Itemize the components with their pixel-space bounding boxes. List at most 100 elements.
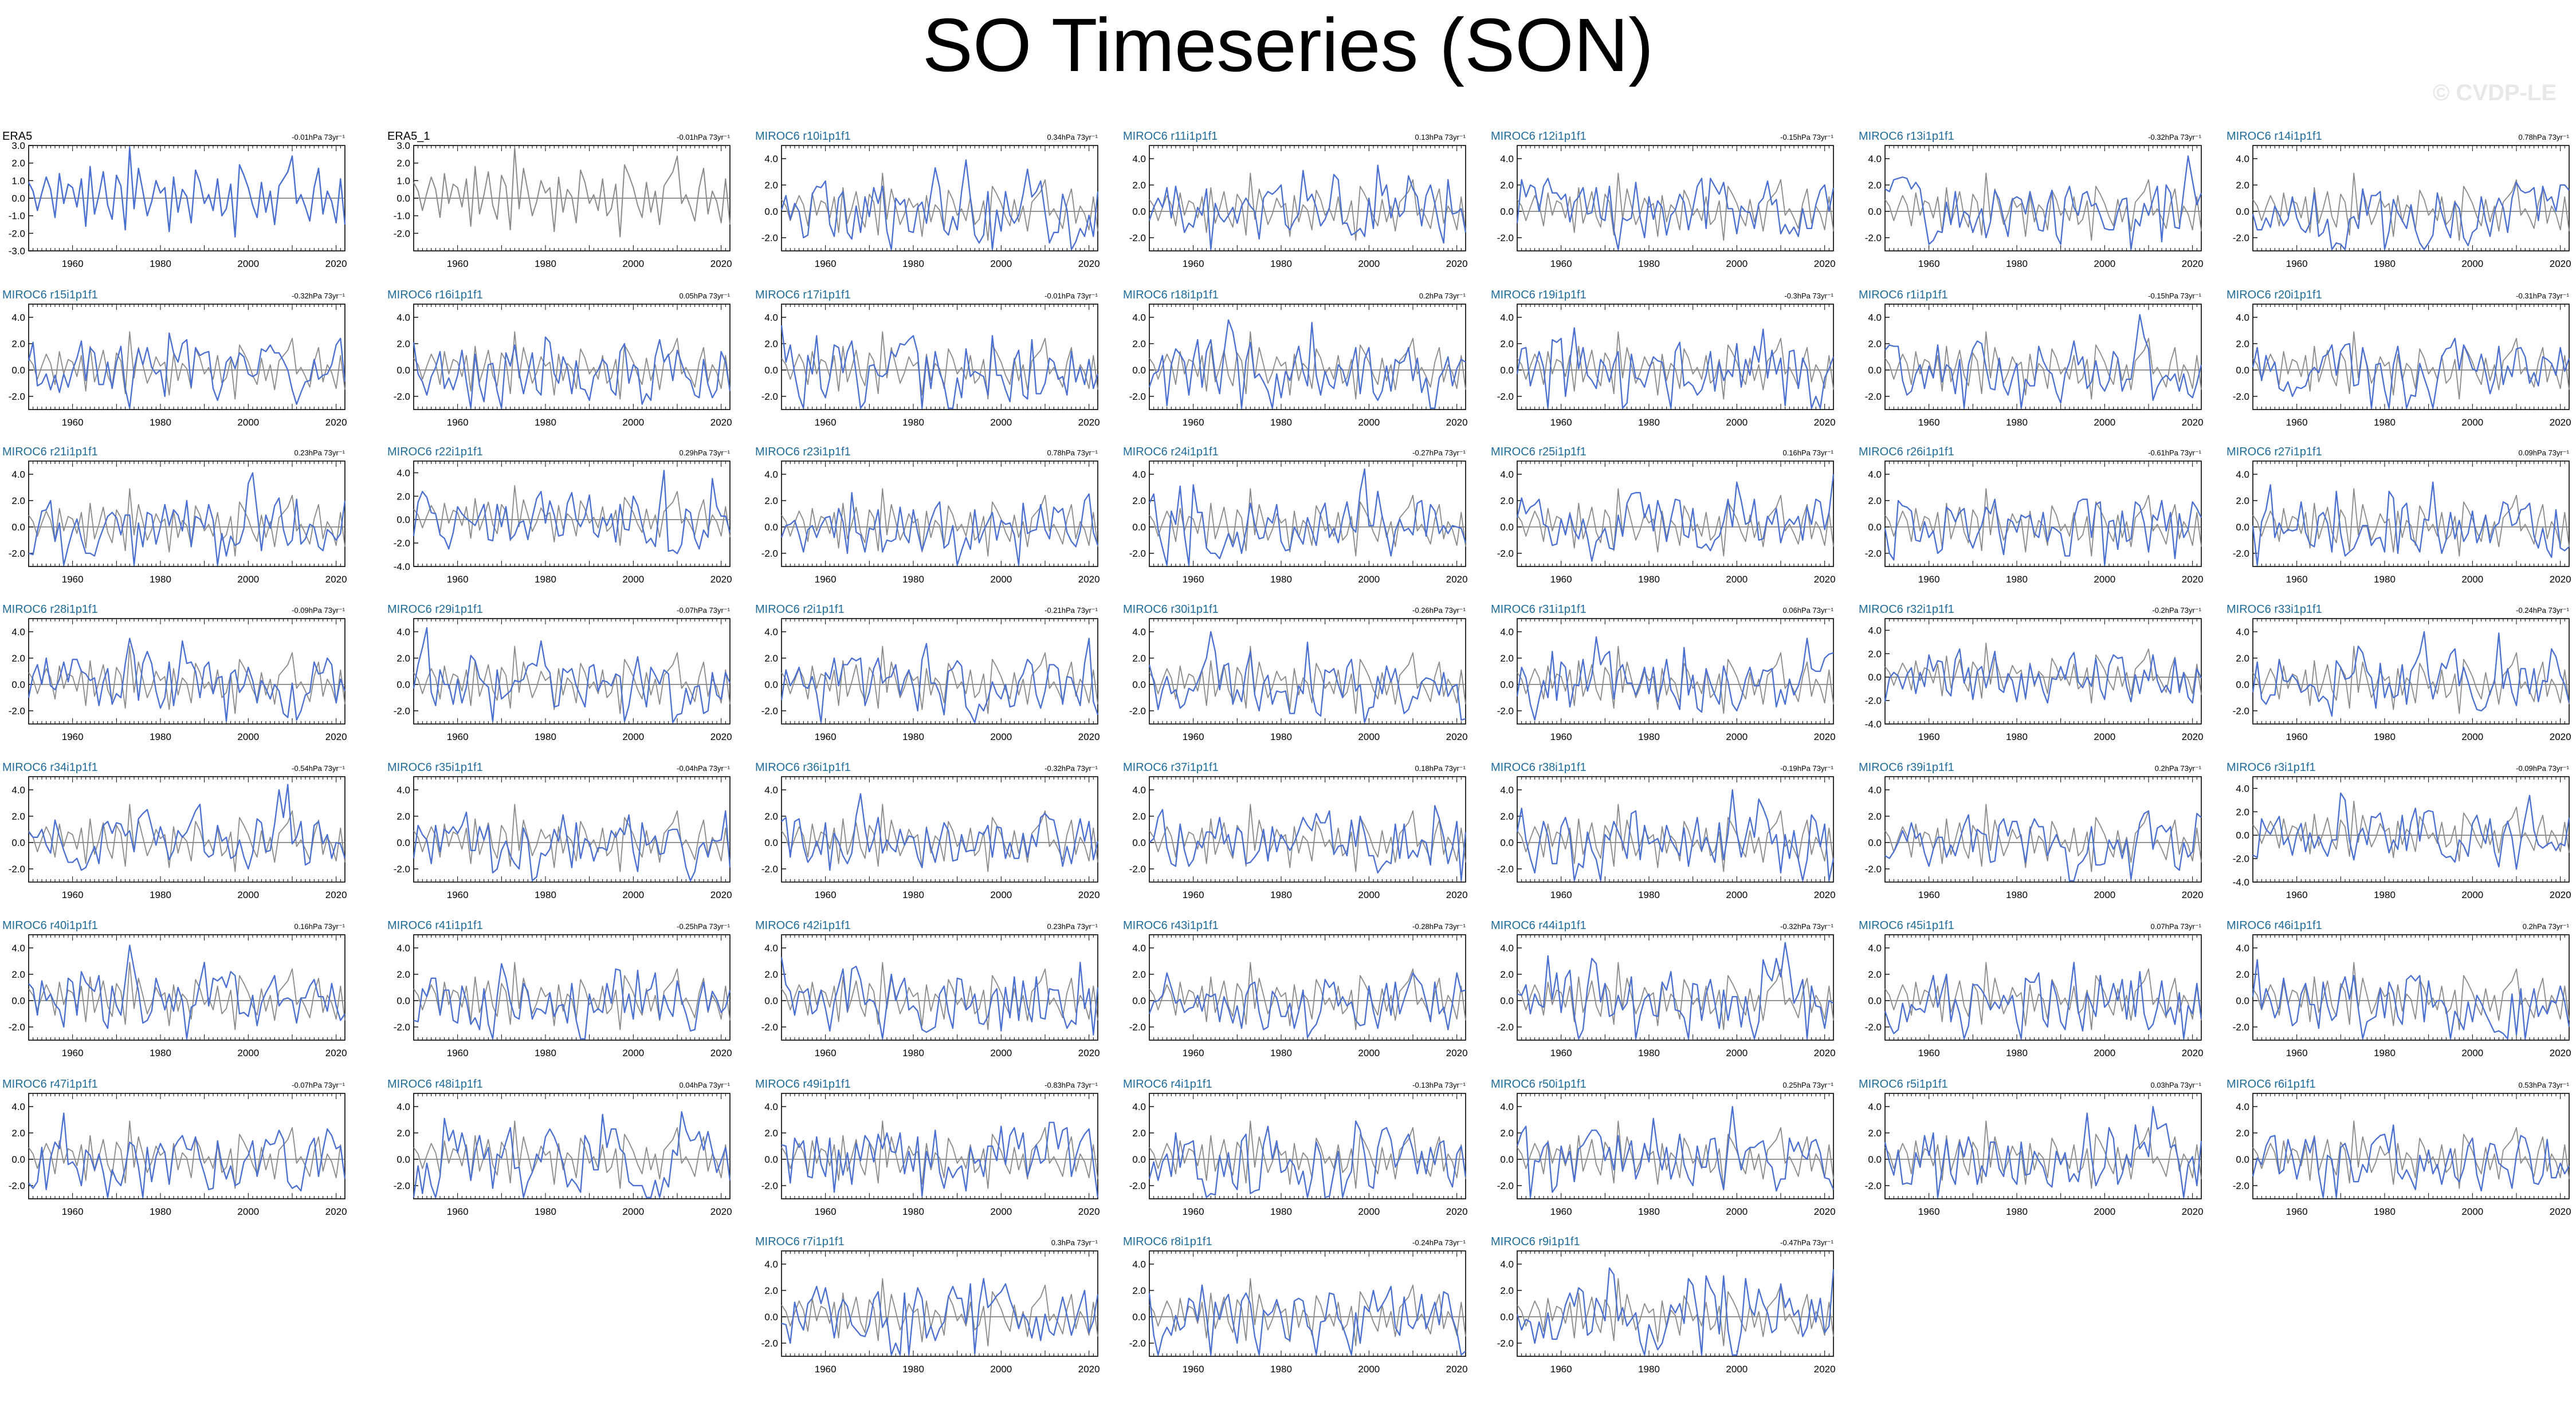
member-series-line (1148, 164, 1467, 250)
chart-panel: MIROC6 r2i1p1f1 -0.21hPa 73yr⁻¹ 4.0 2.0 0.0 -… (755, 603, 1100, 742)
member-series-line (413, 810, 731, 881)
trend-label: -0.01hPa 73yr⁻¹ (292, 133, 345, 141)
panel-label: MIROC6 r34i1p1f1 (2, 761, 98, 774)
x-tick-label: 1960 (1183, 258, 1204, 269)
obs-series-line (413, 646, 731, 714)
x-tick-label: 2000 (1726, 258, 1748, 269)
x-tick-label: 1980 (535, 890, 556, 900)
x-tick-label: 1980 (2374, 574, 2396, 585)
x-tick-label: 2020 (1814, 417, 1836, 428)
y-tick-label: 0.0 (1868, 672, 1882, 683)
x-tick-label: 1980 (150, 890, 171, 900)
y-tick-label: 0.0 (11, 193, 25, 204)
plot-frame (781, 145, 1098, 251)
trend-label: 0.34hPa 73yr⁻¹ (1047, 133, 1098, 141)
y-tick-label: -2.0 (2233, 391, 2249, 402)
y-tick-label: -2.0 (1497, 706, 1514, 717)
y-tick-label: 4.0 (1868, 312, 1882, 323)
obs-series-line (2252, 488, 2570, 557)
x-tick-label: 1980 (535, 417, 556, 428)
y-tick-label: 0.0 (11, 522, 25, 533)
plot-frame (1884, 618, 2202, 725)
y-tick-label: 0.0 (1132, 365, 1146, 376)
member-series-line (2252, 481, 2570, 566)
y-tick-label: 0.0 (11, 679, 25, 690)
panel-label: MIROC6 r19i1p1f1 (1491, 289, 1587, 301)
y-tick-label: 2.0 (1500, 653, 1514, 664)
chart-panel: MIROC6 r34i1p1f1 -0.54hPa 73yr⁻¹ 4.0 2.0 0.0… (2, 761, 347, 900)
member-series-line (780, 492, 1099, 566)
y-tick-label: 2.0 (1868, 339, 1882, 349)
trend-label: -0.32hPa 73yr⁻¹ (292, 292, 345, 300)
y-tick-label: -1.0 (9, 211, 25, 222)
x-tick-label: 1960 (815, 731, 837, 742)
x-tick-label: 1980 (1638, 574, 1660, 585)
x-tick-label: 1960 (815, 417, 837, 428)
y-tick-label: 0.0 (1500, 522, 1514, 533)
x-tick-label: 1980 (535, 258, 556, 269)
member-series-line (28, 637, 346, 722)
y-tick-label: 2.0 (11, 495, 25, 506)
y-tick-label: 2.0 (1132, 180, 1146, 191)
panel-label: MIROC6 r13i1p1f1 (1859, 130, 1954, 143)
x-tick-label: 1980 (1638, 258, 1660, 269)
panel-label: MIROC6 r1i1p1f1 (1859, 289, 1948, 301)
plot-frame (1149, 304, 1466, 410)
obs-series-line (28, 646, 345, 714)
x-tick-label: 1960 (447, 731, 469, 742)
panel-label: MIROC6 r16i1p1f1 (387, 289, 483, 301)
y-tick-label: 4.0 (11, 312, 25, 323)
chart-panel: MIROC6 r30i1p1f1 -0.26hPa 73yr⁻¹ 4.0 2.0 0.0… (1123, 603, 1468, 742)
member-series-line (28, 784, 346, 871)
panel-label: MIROC6 r27i1p1f1 (2226, 446, 2322, 458)
y-tick-label: 0.0 (2236, 206, 2249, 217)
chart-panel: MIROC6 r14i1p1f1 0.78hPa 73yr⁻¹ 4.0 2.0 0.0 -… (2226, 130, 2571, 269)
trend-label: 0.09hPa 73yr⁻¹ (2518, 448, 2569, 457)
chart-panel: MIROC6 r25i1p1f1 0.16hPa 73yr⁻¹ 4.0 2.0 0.0 -… (1491, 446, 1836, 585)
trend-label: -0.01hPa 73yr⁻¹ (677, 133, 731, 141)
y-tick-label: -3.0 (9, 246, 25, 257)
panel-label: MIROC6 r33i1p1f1 (2226, 603, 2322, 616)
trend-label: -0.09hPa 73yr⁻¹ (292, 606, 345, 615)
plot-frame (781, 461, 1098, 567)
chart-panel: MIROC6 r22i1p1f1 0.29hPa 73yr⁻¹ 4.0 2.0 0.0 -… (387, 446, 732, 585)
member-series-line (1516, 178, 1835, 250)
x-tick-label: 2020 (2550, 731, 2571, 742)
plot-frame (2252, 461, 2570, 567)
x-tick-label: 2000 (622, 574, 644, 585)
panel-label: MIROC6 r31i1p1f1 (1491, 603, 1587, 616)
member-series-line (413, 470, 731, 554)
y-tick-label: 0.0 (2236, 679, 2249, 690)
x-tick-label: 1980 (1270, 731, 1292, 742)
x-tick-label: 1960 (1550, 574, 1572, 585)
x-tick-label: 1960 (62, 258, 84, 269)
trend-label: 0.06hPa 73yr⁻¹ (1782, 606, 1833, 615)
panel-label: MIROC6 r32i1p1f1 (1859, 603, 1954, 616)
trend-label: -0.15hPa 73yr⁻¹ (2148, 292, 2202, 300)
obs-series-line (1149, 331, 1466, 400)
plot-frame (1517, 618, 1834, 725)
obs-series-line (1884, 172, 2202, 241)
watermark: © CVDP-LE (2432, 80, 2557, 105)
y-tick-label: 2.0 (396, 339, 410, 349)
member-series-line (1148, 468, 1467, 566)
trend-label: 0.23hPa 73yr⁻¹ (294, 448, 345, 457)
chart-panel: MIROC6 r31i1p1f1 0.06hPa 73yr⁻¹ 4.0 2.0 0.0 -… (1491, 603, 1836, 742)
y-tick-label: 2.0 (764, 495, 778, 506)
x-tick-label: 1960 (1550, 258, 1572, 269)
obs-series-line (1149, 646, 1466, 714)
y-tick-label: 3.0 (396, 140, 410, 151)
y-tick-label: 0.0 (1132, 206, 1146, 217)
y-tick-label: 2.0 (1868, 495, 1882, 506)
obs-series-line (28, 804, 345, 872)
y-tick-label: 4.0 (1132, 627, 1146, 637)
plot-frame (1517, 145, 1834, 251)
chart-panel: ERA5_1 -0.01hPa 73yr⁻¹ 3.0 2.0 1.0 0.0 -1.0 -2.… (387, 130, 732, 269)
obs-series-line (413, 147, 731, 238)
panel-label: MIROC6 r22i1p1f1 (387, 446, 483, 458)
x-tick-label: 1980 (902, 417, 924, 428)
plot-frame (1149, 461, 1466, 567)
y-tick-label: 4.0 (1868, 625, 1882, 636)
x-tick-label: 1960 (2286, 417, 2308, 428)
obs-series-line (413, 331, 731, 400)
